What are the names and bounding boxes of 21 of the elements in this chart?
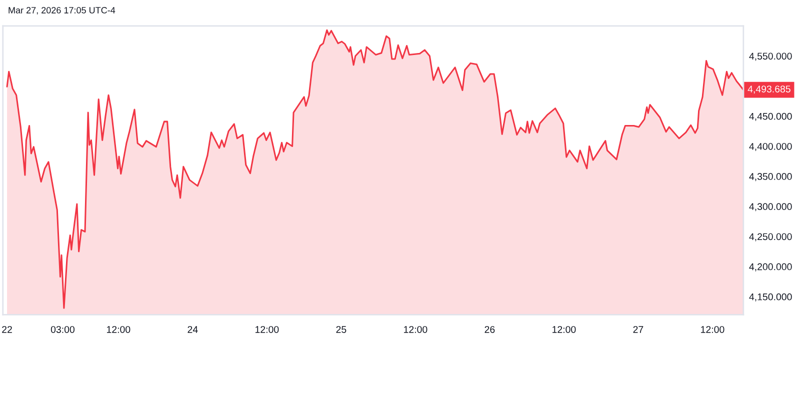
x-tick-label: 12:00 <box>256 326 279 333</box>
text: Mar 27, 2026 17:05 UTC-4 <box>8 7 116 14</box>
annotation: 4,493.685 <box>748 86 790 94</box>
x-tick-label: 27 <box>633 326 644 333</box>
x-tick-label: 22 <box>2 326 12 333</box>
y-tick-label: 4,400.000 <box>749 142 792 151</box>
x-tick-label: 03:00 <box>50 326 75 333</box>
x-tick-label: 26 <box>484 326 495 333</box>
x-tick-label: 24 <box>188 326 198 333</box>
x-tick-label: 12:00 <box>404 326 428 333</box>
y-tick-label: 4,250.000 <box>749 233 792 242</box>
x-tick-label: 12:00 <box>106 326 130 333</box>
y-tick-label: 4,200.000 <box>749 263 792 272</box>
x-tick-label: 12:00 <box>701 326 724 333</box>
y-tick-label: 4,150.000 <box>749 293 792 302</box>
y-tick-label: 4,300.000 <box>749 203 792 212</box>
y-tick-label: 4,450.000 <box>749 112 792 121</box>
x-tick-label: 25 <box>336 326 346 333</box>
y-tick-label: 4,550.000 <box>749 52 792 61</box>
y-tick-label: 4,350.000 <box>749 173 792 182</box>
x-tick-label: 12:00 <box>552 326 576 333</box>
